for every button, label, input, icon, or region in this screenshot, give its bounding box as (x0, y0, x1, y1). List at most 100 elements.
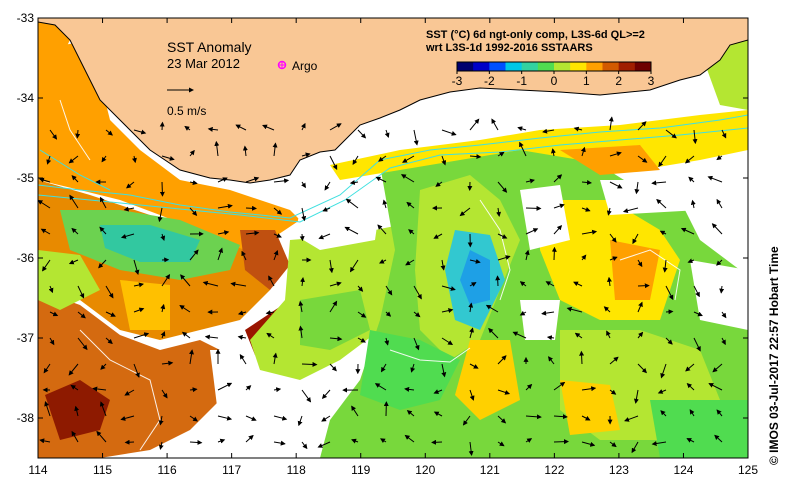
y-tick-label: -37 (17, 331, 35, 345)
velocity-arrow-icon (624, 415, 639, 422)
velocity-arrow-icon (497, 355, 507, 365)
colorbar-tick-label: 2 (615, 74, 622, 88)
velocity-arrow-icon (665, 129, 677, 139)
velocity-arrow-icon (525, 414, 542, 420)
velocity-arrow-icon (380, 438, 387, 444)
velocity-arrow-icon (385, 311, 392, 317)
colorbar-swatch (602, 62, 620, 71)
velocity-arrow-icon (272, 352, 278, 365)
velocity-arrow-icon (345, 198, 359, 209)
velocity-arrow-icon (469, 363, 479, 369)
credit-text: © IMOS 03-Jul-2017 22:57 Hobart Time (767, 246, 781, 465)
colorbar-swatch (554, 62, 571, 71)
velocity-arrow-icon (433, 389, 443, 394)
velocity-arrow-icon (217, 203, 233, 209)
velocity-arrow-icon (413, 337, 420, 351)
velocity-arrow-icon (566, 306, 583, 313)
velocity-arrow-icon (318, 233, 331, 240)
velocity-arrow-icon (379, 259, 387, 264)
velocity-arrow-icon (161, 389, 168, 399)
velocity-arrow-icon (245, 205, 257, 211)
velocity-arrow-icon (553, 439, 569, 445)
velocity-arrow-icon (716, 259, 723, 266)
velocity-arrow-icon (573, 126, 583, 132)
colorbar-tick-label: -3 (452, 74, 463, 88)
velocity-arrow-icon (357, 311, 367, 318)
velocity-arrow-icon (469, 389, 475, 401)
velocity-arrow-icon (690, 199, 696, 209)
velocity-arrow-icon (637, 301, 643, 313)
colorbar-tick-label: 0 (551, 74, 558, 88)
velocity-arrow-icon (550, 148, 556, 157)
velocity-arrow-icon (161, 360, 174, 366)
velocity-arrow-icon (435, 181, 443, 187)
colorbar-title-line2: wrt L3S-1d 1992-2016 SSTAARS (425, 42, 593, 54)
velocity-arrow-icon (273, 387, 282, 393)
velocity-arrow-icon (133, 129, 147, 135)
velocity-arrow-icon (235, 124, 247, 131)
velocity-arrow-icon (217, 230, 230, 236)
velocity-arrow-icon (519, 141, 527, 157)
velocity-arrow-icon (301, 361, 318, 367)
argo-label: Argo (292, 59, 318, 73)
velocity-arrow-icon (579, 350, 585, 365)
velocity-arrow-icon (581, 254, 587, 261)
velocity-arrow-icon (329, 123, 342, 131)
velocity-arrow-icon (321, 415, 331, 422)
velocity-arrow-icon (297, 415, 303, 427)
velocity-arrow-icon (553, 225, 563, 235)
velocity-arrow-icon (241, 250, 247, 261)
velocity-arrow-icon (469, 118, 480, 131)
velocity-arrow-icon (716, 155, 723, 161)
velocity-arrow-icon (497, 255, 511, 261)
velocity-arrow-icon (413, 129, 419, 146)
velocity-arrow-icon (189, 249, 199, 261)
velocity-arrow-icon (158, 441, 164, 450)
velocity-arrow-icon (686, 438, 695, 443)
velocity-arrow-icon (685, 363, 695, 372)
velocity-arrow-icon (214, 140, 220, 157)
velocity-arrow-icon (68, 259, 79, 265)
velocity-arrow-icon (512, 331, 527, 339)
velocity-arrow-icon (38, 177, 51, 183)
velocity-arrow-icon (608, 116, 614, 131)
velocity-arrow-icon (237, 310, 247, 316)
velocity-arrow-icon (357, 285, 364, 292)
colorbar-tick-label: 3 (648, 74, 655, 88)
velocity-arrow-icon (181, 331, 191, 339)
velocity-arrow-icon (329, 300, 338, 313)
velocity-arrow-icon (665, 285, 674, 301)
velocity-arrow-icon (189, 415, 199, 422)
velocity-arrow-icon (468, 441, 474, 456)
velocity-arrow-icon (71, 227, 79, 235)
colorbar-title-line1: SST (°C) 6d ngt-only comp, L3S-6d QL>=2 (426, 29, 645, 41)
velocity-arrow-icon (406, 409, 415, 417)
velocity-arrow-icon (662, 259, 668, 273)
velocity-arrow-icon (651, 180, 667, 186)
velocity-arrow-icon (245, 385, 252, 391)
velocity-arrow-icon (273, 415, 288, 421)
map-date: 23 Mar 2012 (167, 56, 240, 71)
x-tick-label: 123 (609, 463, 629, 477)
velocity-arrow-icon (553, 414, 568, 420)
velocity-arrow-icon (606, 330, 611, 339)
velocity-arrow-icon (120, 233, 135, 239)
colorbar-swatch (634, 62, 652, 71)
sst-contours (59, 99, 681, 451)
velocity-arrow-icon (245, 230, 260, 236)
x-tick-label: 125 (738, 463, 758, 477)
velocity-arrow-icon (581, 386, 597, 392)
velocity-arrow-icon (329, 155, 338, 170)
y-axis: -33-34-35-36-37-38 (17, 11, 748, 425)
velocity-arrow-icon (375, 176, 387, 183)
velocity-arrow-icon (469, 154, 482, 160)
velocity-arrow-icon (469, 258, 481, 264)
velocity-arrow-icon (351, 438, 359, 444)
velocity-arrow-icon (541, 310, 555, 316)
velocity-arrow-icon (402, 155, 415, 163)
velocity-arrow-icon (328, 259, 334, 274)
colorbar-swatch (586, 62, 603, 71)
velocity-arrow-icon (551, 246, 557, 261)
velocity-arrow-icon (101, 155, 107, 163)
velocity-arrow-icon (622, 207, 639, 214)
